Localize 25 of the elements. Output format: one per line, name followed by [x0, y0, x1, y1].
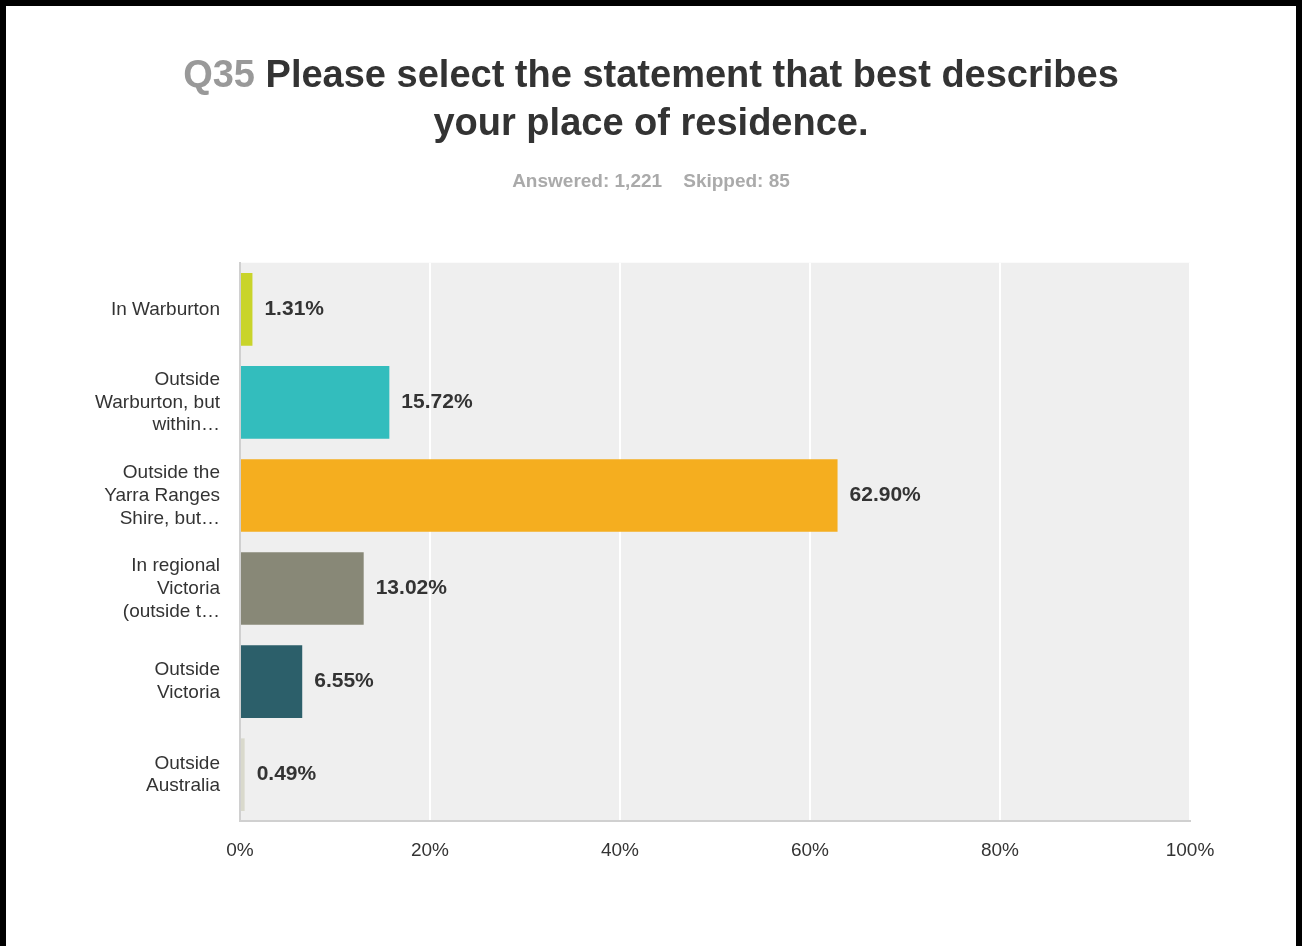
bar [241, 552, 364, 625]
chart-subtitle: Answered: 1,221 Skipped: 85 [511, 170, 791, 192]
y-tick-label: In Warburton [110, 297, 220, 319]
data-label: 1.31% [264, 296, 325, 320]
data-label: 0.49% [256, 761, 317, 785]
y-tick-label: Outside Warburton, but within… [95, 367, 221, 435]
chart-title: Q35 Please select the statement that best describes your place of residence. [182, 52, 1120, 145]
data-label: 6.55% [314, 668, 375, 692]
bar [241, 459, 838, 532]
x-tick-label: 0% [226, 838, 254, 860]
x-tick-label: 40% [600, 838, 640, 860]
x-tick-label: 100% [1165, 838, 1215, 860]
x-tick-label: 20% [410, 838, 450, 860]
y-tick-label: Outside Victoria [154, 658, 221, 703]
bar [241, 645, 303, 718]
bar [241, 366, 390, 439]
x-tick-label: 60% [790, 838, 830, 860]
data-label: 13.02% [375, 575, 448, 599]
data-label: 15.72% [401, 389, 473, 413]
data-label: 62.90% [849, 482, 922, 506]
bar [241, 273, 253, 346]
y-tick-label: In regional Victoria (outside t… [122, 553, 221, 621]
x-tick-label: 80% [980, 838, 1020, 860]
y-tick-label: Outside the Yarra Ranges Shire, but… [104, 460, 220, 528]
y-tick-label: Outside Australia [146, 751, 221, 796]
